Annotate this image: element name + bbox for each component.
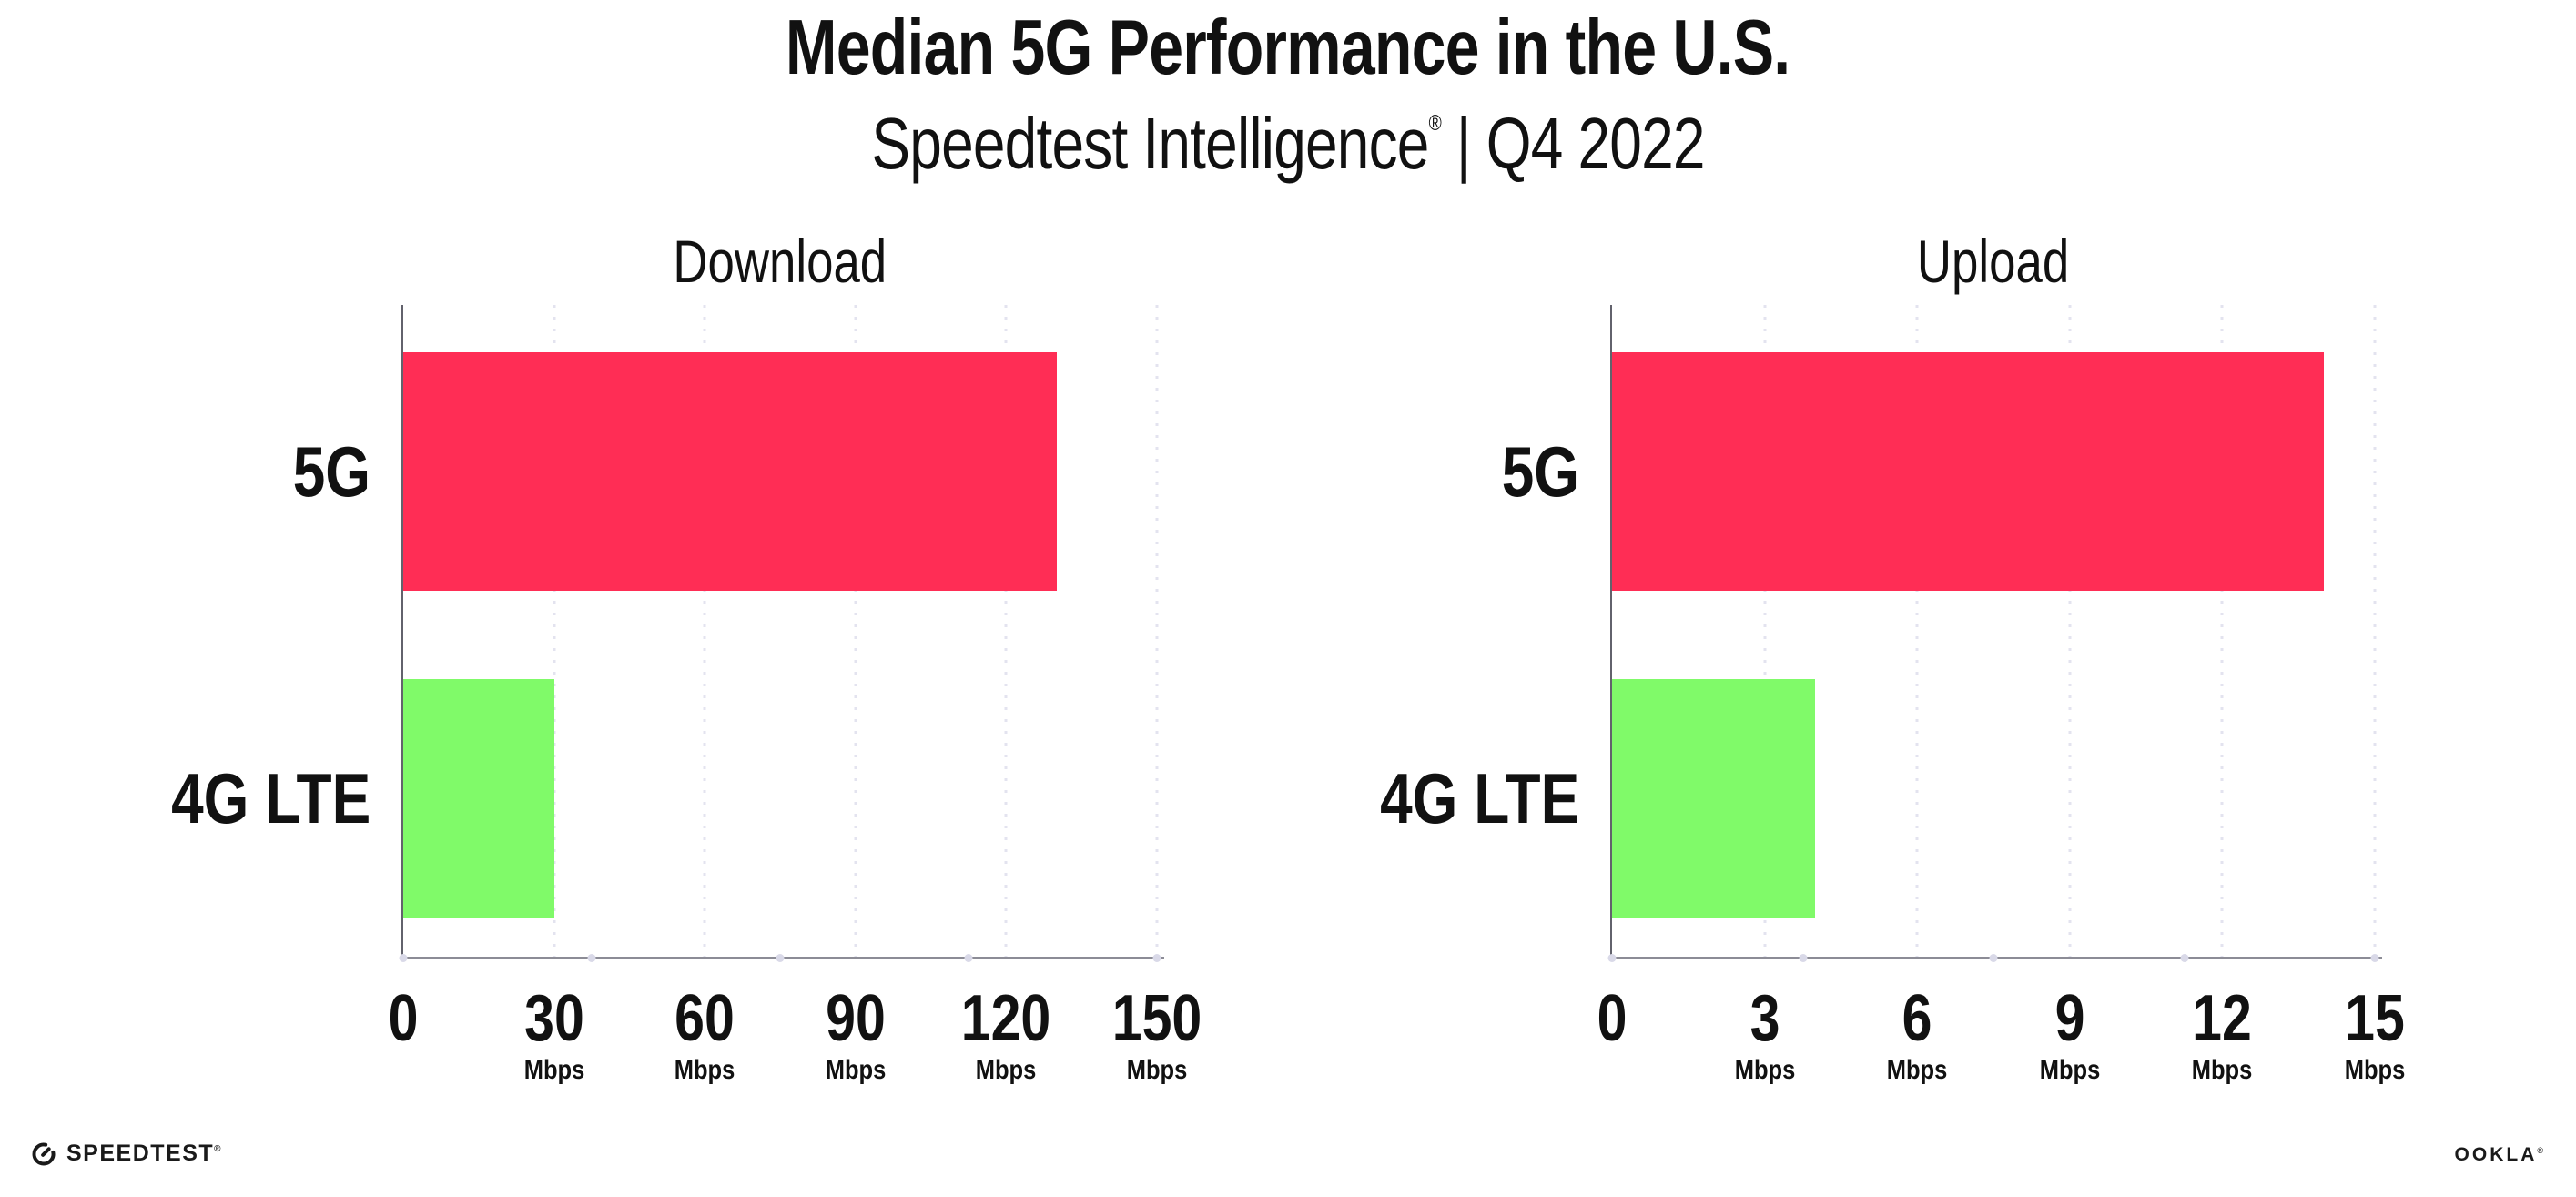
x-tick-12: 12 Mbps <box>2186 986 2258 1084</box>
page-title-text: Median 5G Performance in the U.S. <box>786 5 1790 91</box>
page-subtitle: Speedtest Intelligence® | Q4 2022 <box>0 107 2576 180</box>
x-tick-number: 0 <box>388 982 419 1055</box>
axis-dot-4 <box>1152 954 1161 962</box>
x-tick-90: 90 Mbps <box>819 986 892 1084</box>
x-tick-number: 6 <box>1902 982 1932 1055</box>
subtitle-prefix: Speedtest Intelligence <box>871 103 1429 184</box>
gridline-15 <box>2373 305 2377 957</box>
x-tick-number: 120 <box>961 982 1051 1055</box>
gridline-6 <box>1915 305 1919 957</box>
axis-dot-2 <box>1989 954 1998 962</box>
ookla-wordmark: OOKLA <box>2454 1144 2538 1165</box>
axis-dot-3 <box>2180 954 2188 962</box>
x-tick-3: 3 Mbps <box>1729 986 1800 1084</box>
gridline-120 <box>1004 305 1008 957</box>
axis-dot-1 <box>1799 954 1807 962</box>
x-tick-30: 30 Mbps <box>518 986 591 1084</box>
x-tick-120: 120 Mbps <box>951 986 1060 1084</box>
upload-chart: Upload 5G 4G LTE 0 3 Mbps 6 Mbps 9 Mbps 12 Mbps 15 Mb… <box>1380 231 2405 1084</box>
x-tick-60: 60 Mbps <box>668 986 741 1084</box>
chart-title-text: Upload <box>1917 228 2070 295</box>
download-chart: Download 5G 4G LTE 0 30 Mbps 60 Mbps 90 Mbps 120 Mb… <box>171 231 1202 1084</box>
speedtest-registered-mark: ® <box>214 1144 223 1154</box>
x-tick-unit: Mbps <box>2344 1055 2406 1085</box>
bar-4g-lte <box>403 679 554 918</box>
registered-mark: ® <box>1428 111 1442 136</box>
x-tick-number: 15 <box>2345 982 2405 1055</box>
chart-title-text: Download <box>673 228 887 295</box>
x-tick-9: 9 Mbps <box>2034 986 2105 1084</box>
axis-dot-3 <box>964 954 973 962</box>
speedtest-logo: SPEEDTEST® <box>31 1141 222 1167</box>
x-tick-number: 3 <box>1749 982 1780 1055</box>
x-tick-number: 0 <box>1597 982 1628 1055</box>
x-tick-unit: Mbps <box>2192 1055 2253 1085</box>
gridline-30 <box>553 305 556 957</box>
x-tick-unit: Mbps <box>2039 1055 2101 1085</box>
y-axis-spine <box>1610 305 1612 959</box>
x-tick-0: 0 <box>385 986 421 1051</box>
x-tick-unit: Mbps <box>1126 1055 1188 1085</box>
axis-dot-0 <box>1607 954 1617 962</box>
page-subtitle-text: Speedtest Intelligence® | Q4 2022 <box>871 107 1705 180</box>
bar-5g <box>403 352 1057 591</box>
axis-dot-4 <box>2370 954 2379 962</box>
axis-dot-2 <box>776 954 785 962</box>
speedtest-gauge-icon <box>31 1141 56 1167</box>
gridline-12 <box>2220 305 2224 957</box>
ookla-registered-mark: ® <box>2537 1146 2546 1155</box>
x-tick-number: 30 <box>523 982 584 1055</box>
x-tick-number: 90 <box>825 982 886 1055</box>
x-tick-0: 0 <box>1594 986 1630 1051</box>
page-title: Median 5G Performance in the U.S. <box>0 9 2576 86</box>
gridline-3 <box>1763 305 1767 957</box>
gridline-9 <box>2068 305 2072 957</box>
gridline-60 <box>703 305 706 957</box>
bar-4g-lte <box>1612 679 1816 918</box>
y-axis-spine <box>401 305 403 959</box>
x-tick-unit: Mbps <box>1886 1055 1948 1085</box>
category-label-4g-lte: 4G LTE <box>170 758 370 838</box>
x-tick-number: 12 <box>2192 982 2253 1055</box>
category-label-4g-lte: 4G LTE <box>1379 758 1579 838</box>
speedtest-wordmark: SPEEDTEST® <box>66 1141 223 1166</box>
chart-title-upload: Upload <box>1612 231 2375 291</box>
x-tick-15: 15 Mbps <box>2338 986 2411 1084</box>
gridline-150 <box>1155 305 1159 957</box>
x-tick-150: 150 Mbps <box>1102 986 1212 1084</box>
ookla-logo: OOKLA® <box>2455 1144 2546 1166</box>
category-label-5g: 5G <box>1501 431 1579 512</box>
x-tick-unit: Mbps <box>674 1055 735 1085</box>
x-tick-number: 150 <box>1111 982 1202 1055</box>
x-tick-number: 9 <box>2054 982 2085 1055</box>
axis-dot-0 <box>399 954 408 962</box>
subtitle-suffix: | Q4 2022 <box>1440 103 1706 184</box>
chart-title-download: Download <box>403 231 1157 291</box>
x-tick-unit: Mbps <box>1734 1055 1795 1085</box>
x-tick-6: 6 Mbps <box>1881 986 1952 1084</box>
x-tick-unit: Mbps <box>976 1055 1037 1085</box>
bar-5g <box>1612 352 2325 591</box>
x-tick-unit: Mbps <box>523 1055 584 1085</box>
category-label-5g: 5G <box>292 431 370 512</box>
axis-dot-1 <box>587 954 596 962</box>
gridline-90 <box>854 305 857 957</box>
x-tick-number: 60 <box>674 982 735 1055</box>
x-tick-unit: Mbps <box>825 1055 887 1085</box>
